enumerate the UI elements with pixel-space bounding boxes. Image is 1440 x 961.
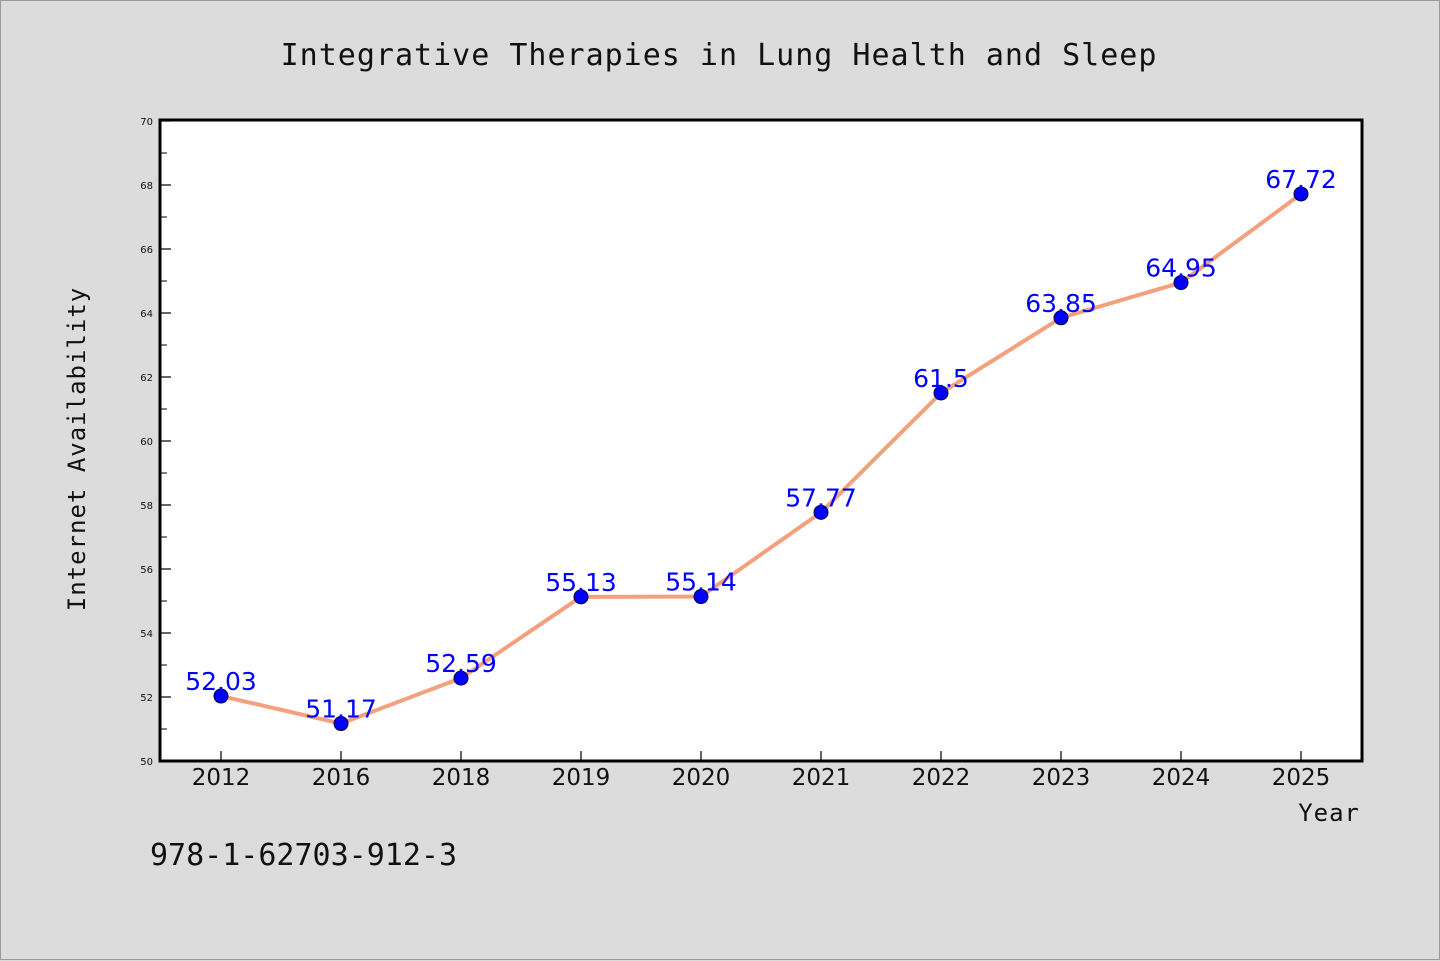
data-point [573,589,589,605]
data-label: 52.03 [185,667,257,696]
data-label: 64.95 [1145,254,1217,283]
data-point [933,385,949,401]
y-tick-label: 50 [140,757,153,768]
x-axis-label: Year [1298,799,1360,827]
data-label: 51.17 [305,695,377,724]
x-tick-label: 2022 [912,765,971,791]
y-tick-label: 70 [140,117,153,128]
data-point [813,504,829,520]
data-label: 61.5 [913,364,969,393]
x-tick-label: 2020 [672,765,731,791]
y-tick-label: 56 [140,565,153,576]
data-point [1173,275,1189,291]
data-label: 52.59 [425,649,497,678]
y-tick-label: 66 [140,245,153,256]
data-label-group: 52.03 51.17 52.59 55.13 55.14 57.77 61.5 63.85 6… [185,165,1337,724]
plot-area [158,118,1364,763]
x-tick-label: 2021 [792,765,851,791]
y-tick-label: 62 [140,373,153,384]
data-label: 63.85 [1025,289,1097,318]
x-tick-label: 2016 [312,765,371,791]
series-line-group [213,186,1309,732]
x-tick-label: 2025 [1272,765,1331,791]
series-line [219,191,1303,726]
data-point [213,688,229,704]
x-tick-label: 2018 [432,765,491,791]
y-tick-label: 60 [140,437,153,448]
y-tick-label: 64 [140,309,153,320]
data-label: 67.72 [1265,165,1337,194]
y-tick-label: 54 [140,629,153,640]
x-tick-label: 2024 [1152,765,1211,791]
data-label: 55.13 [545,568,617,597]
data-point [1053,310,1069,326]
data-point [1293,186,1309,202]
isbn-text: 978-1-62703-912-3 [150,838,457,873]
y-axis-ticks: 50 52 54 56 58 60 62 64 66 68 70 [140,117,171,768]
y-tick-label: 68 [140,181,153,192]
data-point [333,716,349,732]
y-axis-label: Internet Availability [63,287,91,611]
y-tick-label: 52 [140,693,153,704]
y-tick-label: 58 [140,501,153,512]
x-axis-ticks: 2012 2016 2018 2019 2020 2021 2022 2023 2024 2025 [192,751,1331,791]
chart-title: Integrative Therapies in Lung Health and… [281,38,1158,73]
x-tick-label: 2023 [1032,765,1091,791]
data-point [693,589,709,605]
x-tick-label: 2012 [192,765,251,791]
data-point [453,670,469,686]
data-label: 55.14 [665,568,737,597]
data-label: 57.77 [785,483,857,512]
x-tick-label: 2019 [552,765,611,791]
